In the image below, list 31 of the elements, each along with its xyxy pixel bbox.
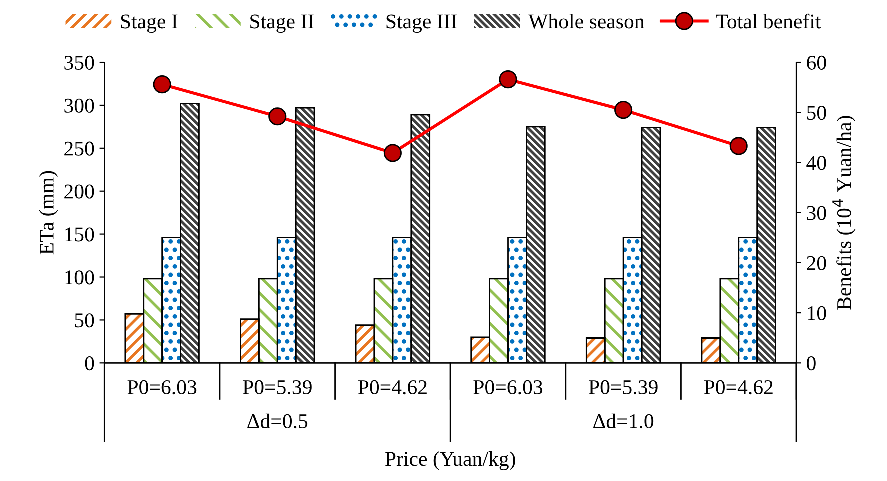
legend-label: Stage II bbox=[250, 14, 314, 34]
x-tick-label: P0=6.03 bbox=[474, 380, 543, 395]
y2-tick-label: 0 bbox=[807, 356, 816, 371]
legend-label: Stage I bbox=[121, 14, 178, 34]
text: Δd=0.5 bbox=[248, 414, 308, 429]
y2-tick-label: 50 bbox=[807, 106, 826, 120]
legend-label: Whole season bbox=[528, 14, 645, 29]
x-tick-label: P0=6.03 bbox=[128, 380, 197, 395]
y-tick-label: 350 bbox=[64, 56, 94, 70]
x-axis-title: Price (Yuan/kg) bbox=[386, 451, 516, 470]
text: Δd=1.0 bbox=[594, 414, 654, 429]
y-tick-label: 300 bbox=[64, 98, 94, 113]
y-tick-label: 0 bbox=[85, 356, 94, 371]
y2-tick-label: 60 bbox=[807, 56, 826, 70]
x-tick-label: P0=5.39 bbox=[243, 380, 312, 395]
y2-tick-label: 20 bbox=[807, 256, 826, 270]
x-tick-label: P0=4.62 bbox=[358, 380, 427, 395]
y2-axis-title: Benefits (10$^{4}$ Yuan/ha) bbox=[832, 116, 856, 310]
y-axis-title: ETa (mm) bbox=[39, 171, 58, 255]
y-tick-label: 200 bbox=[64, 184, 94, 199]
y2-tick-label: 30 bbox=[807, 206, 826, 220]
y-tick-label: 100 bbox=[66, 270, 94, 285]
y-tick-label: 250 bbox=[64, 142, 94, 156]
legend-label: Total benefit bbox=[716, 14, 822, 29]
y2-tick-label: 40 bbox=[806, 156, 826, 170]
y-tick-label: 50 bbox=[75, 314, 94, 328]
y-tick-label: 150 bbox=[66, 228, 94, 242]
y2-tick-label: 10 bbox=[808, 306, 826, 320]
legend-label: Stage III bbox=[386, 14, 457, 34]
x-tick-label: P0=5.39 bbox=[589, 380, 658, 395]
x-tick-label: P0=4.62 bbox=[704, 380, 773, 395]
